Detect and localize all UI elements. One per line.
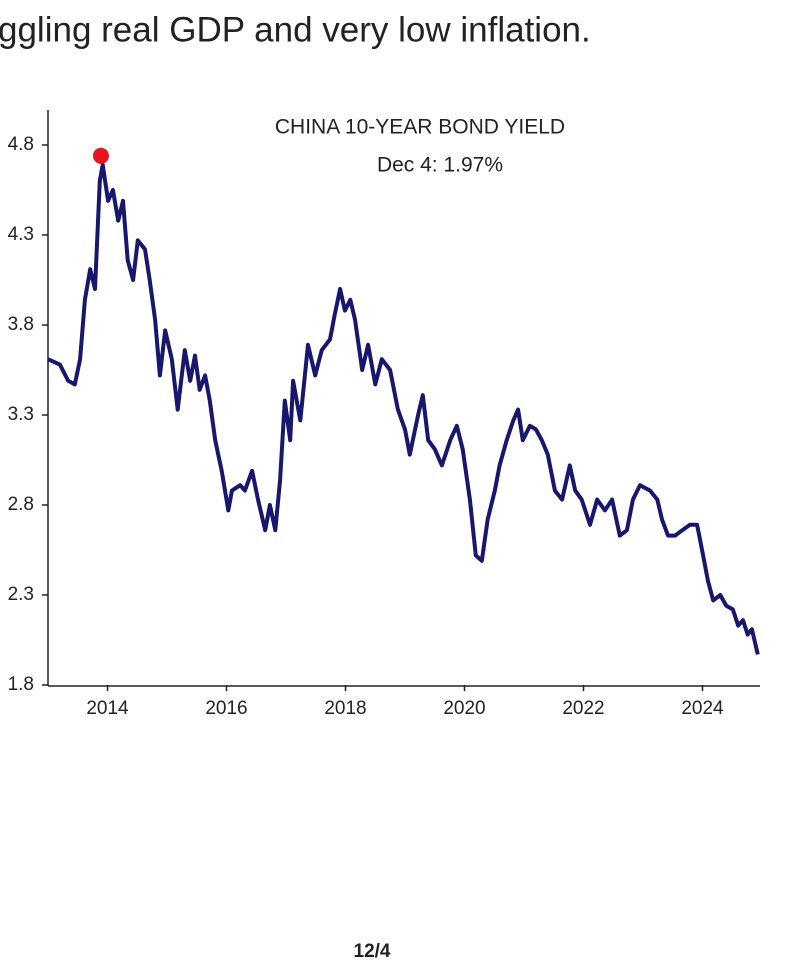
y-tick-label: 2.3 bbox=[8, 584, 34, 605]
x-tick-label: 2020 bbox=[443, 698, 485, 719]
header-text: ggling real GDP and very low inflation. bbox=[0, 10, 591, 49]
y-tick-label: 1.8 bbox=[8, 674, 34, 695]
x-tick-label: 2022 bbox=[562, 698, 604, 719]
x-tick-label: 2016 bbox=[205, 698, 247, 719]
chart-title: CHINA 10-YEAR BOND YIELD bbox=[275, 116, 565, 139]
y-tick-label: 4.8 bbox=[8, 134, 34, 155]
x-tick-label: 2014 bbox=[86, 698, 129, 719]
x-tick-label: 2024 bbox=[681, 698, 724, 719]
y-tick-label: 3.8 bbox=[8, 314, 34, 335]
y-tick-label: 2.8 bbox=[8, 494, 34, 515]
chart-subtitle: Dec 4: 1.97% bbox=[377, 154, 503, 177]
footer-text: 12/4 bbox=[354, 941, 391, 960]
x-tick-label: 2018 bbox=[324, 698, 366, 719]
y-tick-label: 3.3 bbox=[8, 404, 34, 425]
line-series bbox=[47, 162, 760, 655]
y-tick-label: 4.3 bbox=[8, 224, 34, 245]
peak-marker bbox=[92, 147, 109, 164]
